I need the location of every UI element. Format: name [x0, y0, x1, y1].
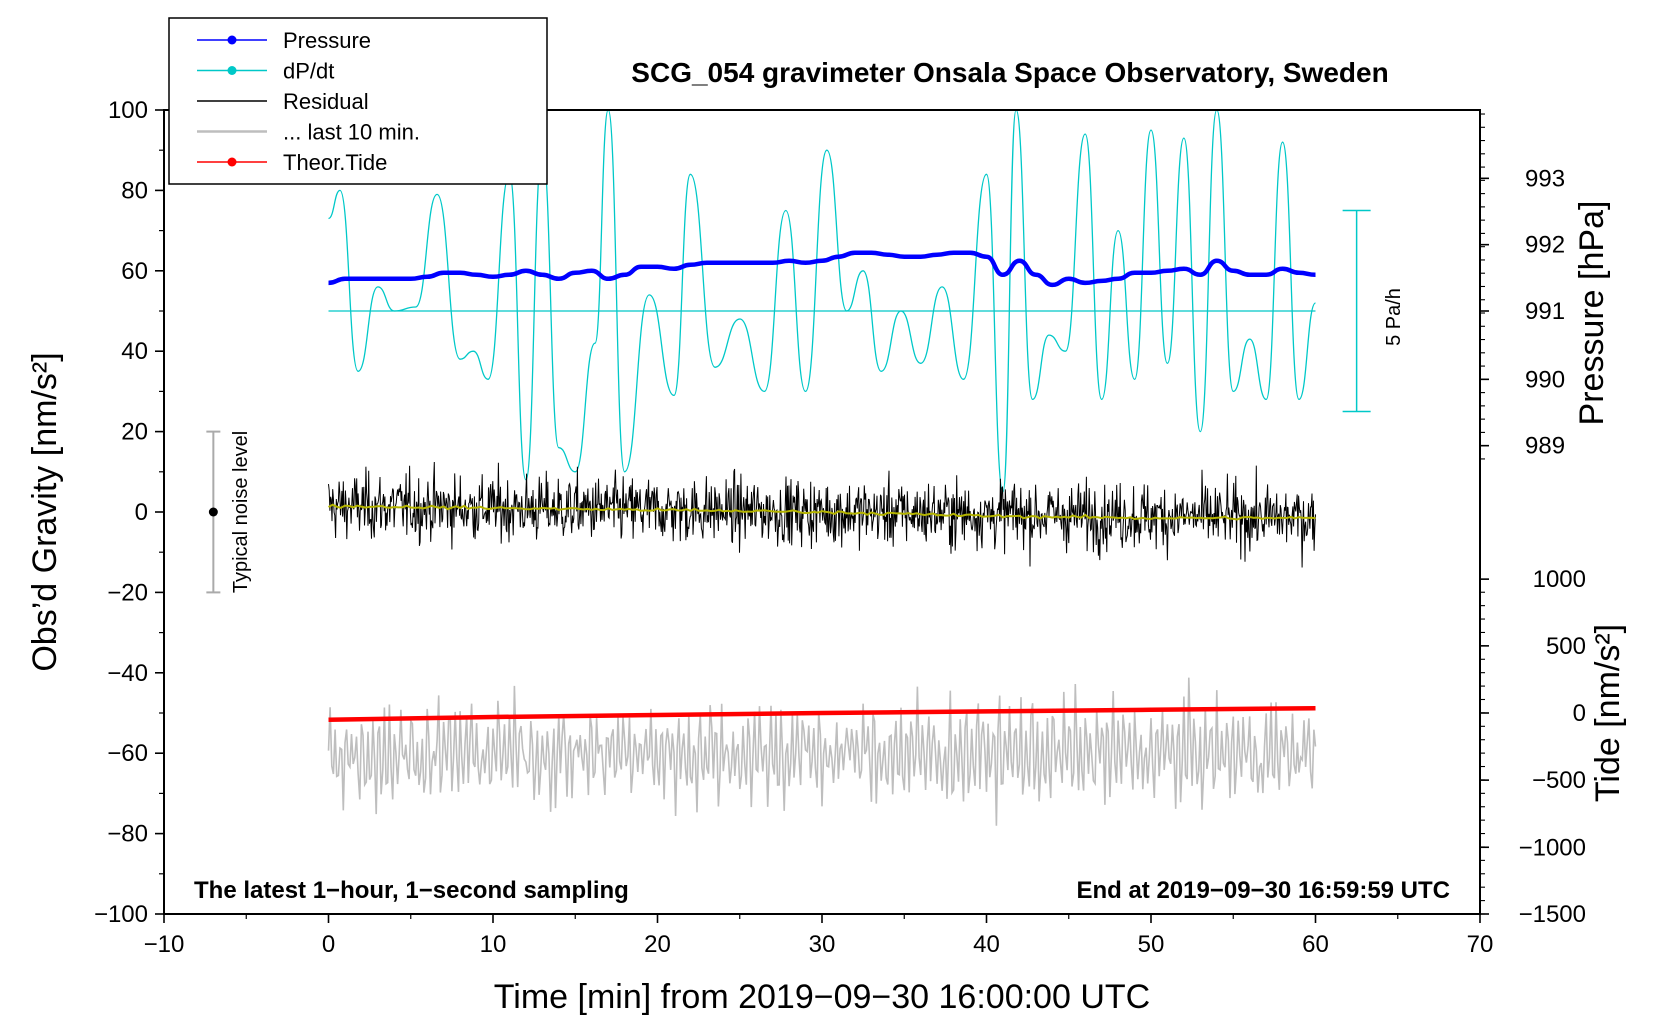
y-tick-label: −60	[107, 740, 148, 767]
x-tick-label: 60	[1302, 931, 1329, 958]
pressure-tick-label: 990	[1525, 366, 1565, 393]
last-10-min-line	[327, 677, 1317, 826]
tide-tick-label: −500	[1532, 767, 1586, 794]
y-axis-label-tide: Tide [nm/s²]	[1589, 624, 1627, 802]
legend-label: Theor.Tide	[283, 150, 387, 175]
y-axis-label-left: Obs’d Gravity [nm/s²]	[26, 352, 64, 671]
annotation-sampling: The latest 1−hour, 1−second sampling	[194, 877, 629, 904]
dpdt-scale-label: 5 Pa/h	[1383, 288, 1405, 346]
pressure-tick-label: 993	[1525, 165, 1565, 192]
legend-label: Pressure	[283, 28, 371, 53]
chart-title: SCG_054 gravimeter Onsala Space Observat…	[631, 57, 1388, 88]
legend-label: ... last 10 min.	[283, 120, 420, 145]
y-axis-label-pressure: Pressure [hPa]	[1573, 201, 1611, 426]
residual-mean-line	[328, 503, 1316, 521]
x-tick-label: 70	[1467, 931, 1494, 958]
legend-marker	[227, 157, 237, 167]
x-tick-label: 10	[480, 931, 507, 958]
tide-tick-label: −1000	[1519, 834, 1586, 861]
x-tick-label: 0	[322, 931, 335, 958]
dpdt-line	[328, 110, 1317, 493]
y-tick-label: 100	[108, 97, 148, 124]
y-tick-label: 40	[121, 338, 148, 365]
legend-items: Pressure dP/dt Residual ... last 10 min. The…	[197, 28, 420, 175]
y-tick-label: −100	[94, 901, 148, 928]
y-tick-label: −40	[107, 660, 148, 687]
pressure-line	[328, 250, 1316, 288]
y-tick-label: −80	[107, 821, 148, 848]
x-tick-label: 30	[809, 931, 836, 958]
tide-tick-label: 500	[1546, 633, 1586, 660]
x-tick-label: 20	[644, 931, 671, 958]
legend-marker	[227, 35, 237, 45]
axes-layer: −10 0 10 20 30 40 50 60 70−100−80−60−40−20020406…	[94, 97, 1586, 958]
y-tick-label: −20	[107, 579, 148, 606]
tide-tick-label: −1500	[1519, 901, 1586, 928]
x-tick-label: 40	[973, 931, 1000, 958]
y-tick-label: 20	[121, 419, 148, 446]
x-tick-label: −10	[144, 931, 185, 958]
legend-label: dP/dt	[283, 59, 334, 84]
y-tick-label: 0	[135, 499, 148, 526]
series-layer	[206, 110, 1371, 826]
tide-tick-label: 0	[1573, 700, 1586, 727]
y-tick-label: 60	[121, 258, 148, 285]
noise-level-center-dot	[208, 507, 218, 517]
pressure-tick-label: 989	[1525, 433, 1565, 460]
legend-marker	[227, 66, 237, 75]
pressure-tick-label: 991	[1525, 298, 1565, 325]
theoretical-tide-line	[328, 705, 1316, 723]
x-axis-label: Time [min] from 2019−09−30 16:00:00 UTC	[494, 978, 1150, 1016]
legend-label: Residual	[283, 89, 369, 114]
y-tick-label: 80	[121, 177, 148, 204]
annotation-end-time: End at 2019−09−30 16:59:59 UTC	[1076, 877, 1450, 904]
x-tick-label: 50	[1138, 931, 1165, 958]
pressure-tick-label: 992	[1525, 232, 1565, 259]
tide-tick-label: 1000	[1533, 566, 1586, 593]
noise-level-label: Typical noise level	[230, 431, 252, 593]
residual-line	[328, 461, 1316, 568]
legend: Pressure dP/dt Residual ... last 10 min. The…	[168, 17, 548, 185]
